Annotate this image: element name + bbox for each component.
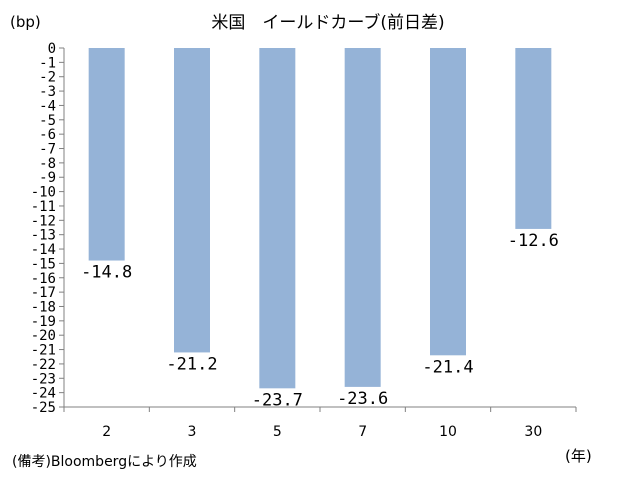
y-tick-label: -22: [31, 357, 56, 373]
x-tick-label: 3: [188, 424, 197, 440]
y-tick-label: -9: [39, 170, 56, 186]
x-tick-label: 30: [524, 424, 542, 440]
y-tick-label: -19: [31, 314, 56, 330]
y-tick-label: -11: [31, 199, 56, 215]
bar: [174, 48, 210, 353]
data-label: -23.7: [252, 390, 303, 410]
y-tick-label: -14: [31, 242, 56, 258]
y-tick-label: -21: [31, 343, 56, 359]
y-tick-label: -8: [39, 156, 56, 172]
y-tick-label: -3: [39, 84, 56, 100]
y-tick-label: -1: [39, 55, 56, 71]
x-tick-label: 5: [273, 424, 282, 440]
y-tick-label: -24: [31, 386, 56, 402]
x-axis-unit-label: (年): [565, 447, 592, 465]
data-label: -21.4: [422, 357, 473, 377]
data-label: -12.6: [508, 231, 559, 251]
y-tick-label: -17: [31, 285, 56, 301]
bar: [88, 48, 125, 261]
bar: [430, 48, 466, 356]
y-tick-label: -5: [39, 113, 56, 129]
y-tick-label: -18: [31, 299, 56, 315]
bar: [515, 48, 552, 229]
y-tick-label: -10: [31, 185, 56, 201]
data-label: -23.6: [337, 389, 388, 409]
y-tick-label: -12: [31, 213, 56, 229]
chart-title: 米国 イールドカーブ(前日差): [211, 12, 444, 33]
data-label: -21.2: [166, 354, 217, 374]
x-tick-label: 2: [102, 424, 111, 440]
y-tick-label: -2: [39, 70, 56, 86]
y-tick-label: -25: [31, 400, 56, 416]
y-tick-label: -15: [31, 256, 56, 272]
footnote: (備考)Bloombergにより作成: [12, 454, 197, 470]
x-tick-label: 7: [358, 424, 367, 440]
data-label: -14.8: [81, 263, 132, 283]
y-tick-label: -6: [39, 127, 56, 143]
y-tick-label: -13: [31, 228, 56, 244]
plot-area: 0-1-2-3-4-5-6-7-8-9-10-11-12-13-14-15-16…: [31, 41, 577, 440]
y-axis-unit-label: (bp): [10, 13, 41, 31]
bar: [344, 48, 381, 387]
bar: [259, 48, 296, 389]
y-tick-label: -16: [31, 271, 56, 287]
y-tick-label: -4: [39, 98, 56, 114]
y-tick-label: -23: [31, 371, 56, 387]
y-tick-label: -20: [31, 328, 56, 344]
y-tick-label: -7: [39, 142, 56, 158]
x-tick-label: 10: [439, 424, 457, 440]
y-tick-label: 0: [48, 41, 56, 57]
